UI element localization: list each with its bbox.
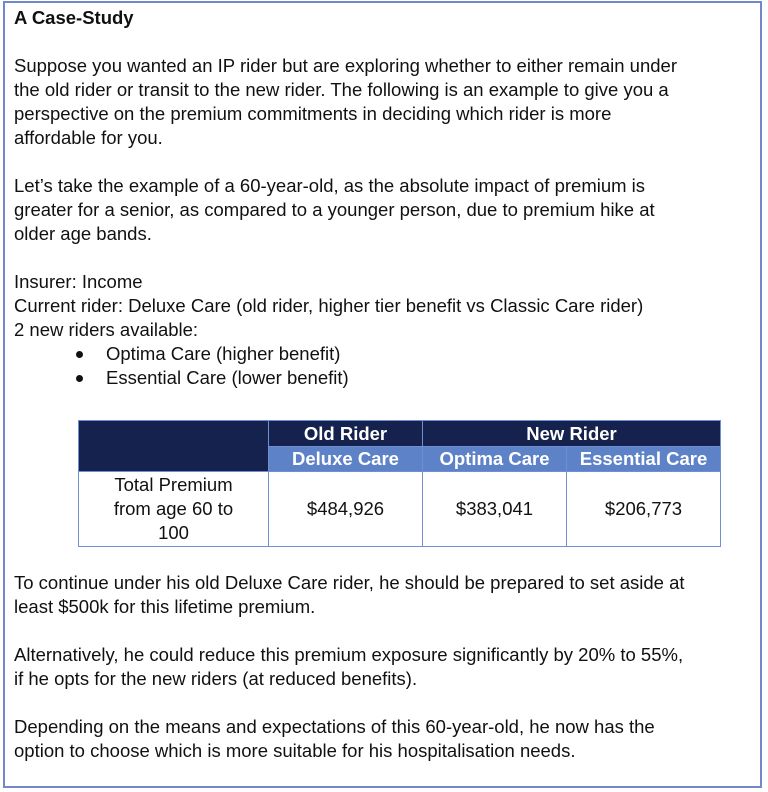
text-line: older age bands. (14, 223, 152, 244)
new-riders-list: Optima Care (higher benefit) Essential C… (14, 342, 754, 390)
intro-paragraph: Suppose you wanted an IP rider but are e… (14, 54, 754, 150)
text-line: greater for a senior, as compared to a y… (14, 199, 655, 220)
text-line: perspective on the premium commitments i… (14, 103, 612, 124)
text-line: least $500k for this lifetime premium. (14, 596, 316, 617)
current-rider: Current rider: Deluxe Care (old rider, h… (14, 295, 644, 316)
text-line: Depending on the means and expectations … (14, 716, 655, 737)
document-frame (3, 1, 762, 788)
column-header: Deluxe Care (268, 446, 423, 472)
conclusion-paragraph: To continue under his old Deluxe Care ri… (14, 571, 754, 619)
group-header-new: New Rider (422, 420, 721, 447)
row-label-line: Total Premium (114, 474, 233, 495)
table-cell: $484,926 (268, 471, 423, 547)
row-label-line: from age 60 to (113, 498, 234, 519)
column-header: Optima Care (422, 446, 567, 472)
title: A Case-Study (14, 7, 134, 28)
text-line: option to choose which is more suitable … (14, 740, 576, 761)
row-label: Total Premium from age 60 to 100 (78, 471, 269, 547)
text-line: Let’s take the example of a 60-year-old,… (14, 175, 646, 196)
conclusion-paragraph: Depending on the means and expectations … (14, 715, 754, 763)
text-line: Suppose you wanted an IP rider but are e… (14, 55, 677, 76)
insurer: Insurer: Income (14, 271, 143, 292)
text-line: affordable for you. (14, 127, 163, 148)
text-line: To continue under his old Deluxe Care ri… (14, 572, 685, 593)
conclusion: To continue under his old Deluxe Care ri… (14, 571, 754, 787)
premium-table: Old Rider New Rider Deluxe Care Optima C… (78, 420, 721, 547)
list-item: Optima Care (higher benefit) (14, 342, 754, 366)
details: Insurer: Income Current rider: Deluxe Ca… (14, 270, 754, 390)
text-line: the old rider or transit to the new ride… (14, 79, 669, 100)
table-row: Total Premium from age 60 to 100 $484,92… (78, 471, 721, 547)
text-line: Alternatively, he could reduce this prem… (14, 644, 684, 665)
new-riders-intro: 2 new riders available: (14, 319, 199, 340)
table-cell: $206,773 (566, 471, 721, 547)
table-cell: $383,041 (422, 471, 567, 547)
group-header-old: Old Rider (268, 420, 423, 447)
row-label-line: 100 (158, 522, 189, 543)
list-item: Essential Care (lower benefit) (14, 366, 754, 390)
conclusion-paragraph: Alternatively, he could reduce this prem… (14, 643, 754, 691)
example-paragraph: Let’s take the example of a 60-year-old,… (14, 174, 754, 246)
column-header: Essential Care (566, 446, 721, 472)
case-study-body: A Case-Study Suppose you wanted an IP ri… (14, 6, 754, 390)
table-corner (78, 420, 269, 472)
text-line: if he opts for the new riders (at reduce… (14, 668, 418, 689)
